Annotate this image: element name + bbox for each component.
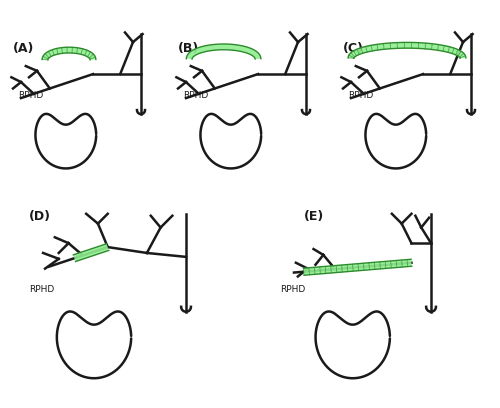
Polygon shape (348, 42, 466, 58)
Polygon shape (42, 47, 96, 60)
Polygon shape (186, 44, 261, 59)
Text: RPHD: RPHD (18, 91, 43, 100)
Text: (B): (B) (178, 42, 199, 55)
Text: (C): (C) (343, 42, 364, 55)
Text: (D): (D) (30, 210, 52, 223)
Text: RPHD: RPHD (348, 91, 373, 100)
Polygon shape (304, 259, 412, 275)
Text: (A): (A) (13, 42, 34, 55)
Text: RPHD: RPHD (183, 91, 208, 100)
Text: RPHD: RPHD (280, 285, 305, 294)
Text: RPHD: RPHD (30, 285, 54, 294)
Text: (E): (E) (304, 210, 324, 223)
Polygon shape (74, 244, 109, 262)
